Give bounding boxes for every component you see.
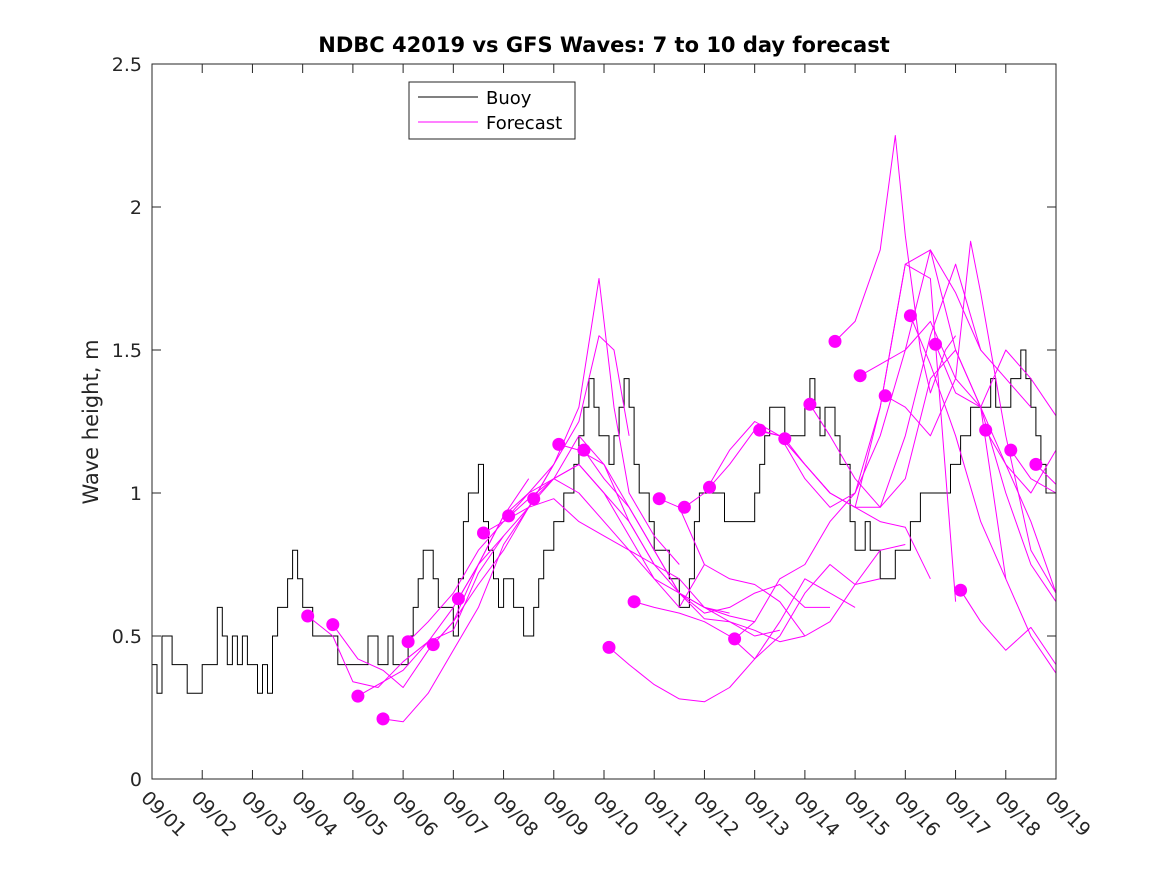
- forecast-marker: [502, 509, 516, 523]
- forecast-series-line-9: [508, 478, 755, 623]
- y-tick-label: 0: [130, 769, 142, 791]
- forecast-marker: [1029, 457, 1043, 471]
- forecast-marker: [351, 689, 365, 703]
- forecast-series-line-24: [884, 240, 1057, 594]
- chart-title: NDBC 42019 vs GFS Waves: 7 to 10 day for…: [318, 33, 889, 57]
- forecast-series-line-6: [432, 278, 680, 645]
- legend-label-buoy: Buoy: [486, 88, 532, 109]
- forecast-marker: [451, 592, 465, 606]
- buoy-series-line: [152, 349, 1057, 694]
- forecast-marker: [954, 583, 968, 597]
- forecast-series-line-18: [734, 249, 982, 640]
- forecast-marker: [401, 635, 415, 649]
- legend-box: [408, 81, 576, 140]
- y-tick-label: 1: [130, 483, 142, 505]
- plot-area: [152, 64, 1056, 779]
- forecast-marker: [477, 526, 490, 540]
- forecast-series-line-21: [809, 349, 1057, 594]
- forecast-marker: [778, 432, 792, 446]
- series-layer: [152, 135, 1057, 723]
- forecast-series-line-25: [909, 315, 1057, 674]
- forecast-marker: [828, 334, 842, 348]
- legend-label-forecast: Forecast: [486, 113, 562, 134]
- forecast-series-line-4: [382, 335, 630, 723]
- forecast-marker: [677, 500, 691, 514]
- forecast-marker: [652, 492, 666, 506]
- forecast-marker: [753, 423, 767, 437]
- y-axis-label: Wave height, m: [79, 339, 103, 504]
- y-tick-label: 0.5: [112, 626, 142, 648]
- forecast-marker: [326, 618, 340, 632]
- forecast-series-line-1: [307, 535, 505, 688]
- forecast-marker: [1004, 443, 1018, 457]
- forecast-marker: [301, 609, 315, 623]
- forecast-marker: [878, 389, 892, 403]
- forecast-series-line-22: [834, 135, 957, 394]
- forecast-series-line-12: [583, 449, 830, 614]
- forecast-marker: [552, 437, 566, 451]
- forecast-series-line-10: [533, 463, 780, 637]
- y-tick-label: 2: [130, 197, 142, 219]
- forecast-marker: [627, 595, 641, 609]
- forecast-series-line-26: [935, 344, 1057, 417]
- forecast-series-line-3: [357, 464, 555, 697]
- forecast-marker: [376, 712, 390, 726]
- y-tick-label: 2.5: [112, 54, 142, 76]
- forecast-series-line-15: [659, 498, 906, 637]
- forecast-marker: [929, 337, 942, 351]
- forecast-marker: [728, 632, 742, 646]
- forecast-series-line-29: [1010, 449, 1057, 494]
- forecast-marker: [602, 640, 616, 654]
- y-tick-label: 1.5: [112, 340, 142, 362]
- forecast-marker: [903, 309, 917, 323]
- forecast-series-line-20: [784, 263, 1032, 508]
- forecast-marker: [426, 638, 440, 652]
- forecast-series-line-17: [709, 263, 957, 602]
- forecast-marker: [527, 492, 541, 506]
- forecast-series-line-14: [633, 564, 881, 660]
- forecast-marker: [979, 423, 993, 437]
- forecast-marker: [703, 480, 716, 494]
- forecast-marker: [577, 443, 591, 457]
- forecast-marker: [853, 369, 867, 383]
- legend: Buoy Forecast: [408, 81, 576, 140]
- forecast-series-line-27: [960, 589, 1057, 665]
- forecast-marker: [803, 397, 817, 411]
- marker-layer: [301, 309, 1043, 726]
